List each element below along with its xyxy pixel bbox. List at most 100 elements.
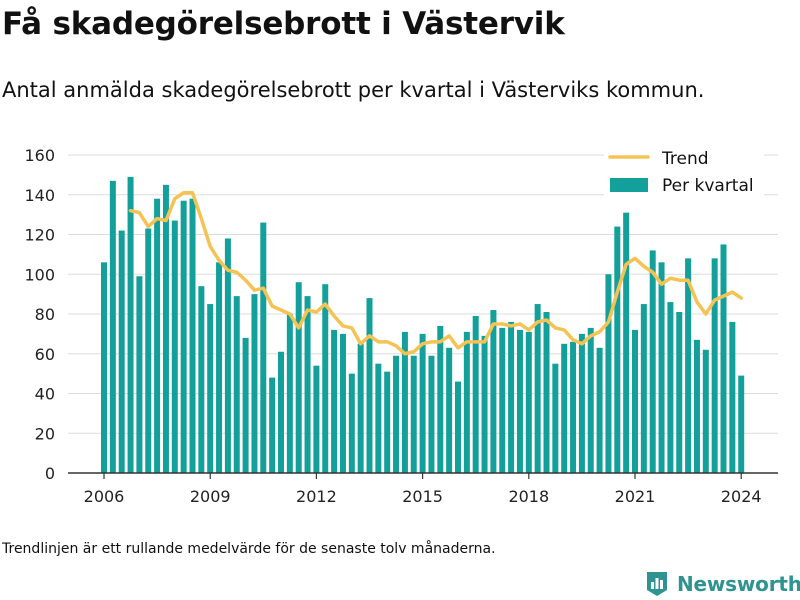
x-tick-labels: 2006 2009 2012 2015 2018 2021 2024 (84, 473, 762, 506)
bar (472, 315, 479, 473)
bar (118, 230, 125, 473)
bar-series (101, 176, 745, 474)
bar (428, 355, 435, 473)
bar (224, 238, 231, 473)
bar (534, 304, 541, 473)
bar (331, 329, 338, 473)
bar (738, 375, 745, 473)
bar (437, 325, 444, 473)
y-tick-label: 20 (35, 424, 55, 443)
bar (525, 331, 532, 473)
y-tick-label: 100 (24, 265, 55, 284)
bar (516, 329, 523, 473)
bar (278, 351, 284, 473)
bar (348, 373, 355, 474)
bar (339, 333, 346, 474)
bar (490, 310, 497, 473)
y-tick-label: 80 (35, 305, 55, 324)
bar (145, 228, 152, 473)
bar (198, 286, 205, 473)
bar (180, 200, 187, 473)
y-tick-label: 40 (35, 385, 55, 404)
x-tick-label: 2021 (615, 487, 656, 506)
y-tick-label: 140 (24, 186, 55, 205)
bar (269, 377, 276, 473)
bar (649, 250, 656, 473)
bar (552, 363, 559, 473)
bar (481, 335, 488, 473)
x-tick-label: 2015 (402, 487, 443, 506)
bar (508, 321, 515, 473)
legend-trend-label: Trend (661, 149, 709, 169)
bar (632, 329, 638, 473)
bar (596, 347, 603, 473)
bar (658, 262, 665, 473)
bar (286, 314, 293, 473)
bar (162, 184, 169, 473)
bar (304, 296, 311, 473)
bar (640, 304, 647, 473)
bar (127, 176, 134, 474)
bar (357, 343, 364, 473)
bar (693, 339, 700, 473)
x-tick-label: 2009 (190, 487, 231, 506)
x-tick-label: 2012 (296, 487, 337, 506)
brand: Newsworthy (645, 568, 800, 600)
y-tick-label: 160 (24, 146, 55, 165)
bar (685, 258, 692, 473)
bar (702, 349, 709, 473)
bar (260, 222, 267, 473)
bar (499, 327, 506, 473)
page-title: Få skadegörelsebrott i Västervik (2, 6, 565, 42)
legend-bar-label: Per kvartal (662, 176, 754, 196)
bar (419, 333, 426, 474)
bar (242, 337, 249, 473)
bar (578, 333, 585, 474)
bar (605, 274, 612, 473)
footnote: Trendlinjen är ett rullande medelvärde f… (2, 541, 496, 557)
bar (101, 262, 107, 473)
bar (561, 343, 568, 473)
bar (171, 220, 178, 473)
bar (676, 312, 683, 473)
bar (543, 312, 550, 473)
bar (729, 321, 736, 473)
bar (393, 355, 400, 473)
bar (207, 304, 214, 473)
bar (322, 284, 329, 473)
bar (623, 212, 630, 473)
bar (667, 302, 674, 473)
trend-line (128, 191, 743, 356)
bar (154, 198, 161, 473)
bar (384, 371, 391, 473)
bar (463, 331, 470, 473)
bar (410, 355, 417, 473)
bar (446, 347, 453, 473)
bar (233, 296, 240, 473)
x-tick-label: 2018 (508, 487, 549, 506)
y-tick-labels: 0 20 40 60 80 100 120 140 160 (24, 146, 55, 483)
newsworthy-logo-icon (647, 572, 667, 596)
bar (614, 226, 621, 473)
bar (216, 262, 223, 473)
bar (109, 180, 116, 473)
bar (136, 276, 143, 473)
x-tick-label: 2006 (84, 487, 125, 506)
bar (366, 298, 373, 473)
bar (711, 258, 718, 473)
legend-bar-swatch (610, 178, 648, 192)
bar (720, 244, 727, 473)
bar (295, 282, 302, 473)
y-tick-label: 60 (35, 345, 55, 364)
bar (587, 327, 594, 473)
page-subtitle: Antal anmälda skadegörelsebrott per kvar… (2, 78, 705, 102)
x-tick-label: 2024 (721, 487, 762, 506)
bar (251, 294, 258, 474)
brand-name: Newsworthy (677, 572, 800, 596)
legend: Trend Per kvartal (604, 146, 764, 202)
bar (401, 331, 408, 473)
y-tick-label: 120 (24, 226, 55, 245)
bar (455, 381, 461, 473)
y-tick-label: 0 (45, 464, 55, 483)
